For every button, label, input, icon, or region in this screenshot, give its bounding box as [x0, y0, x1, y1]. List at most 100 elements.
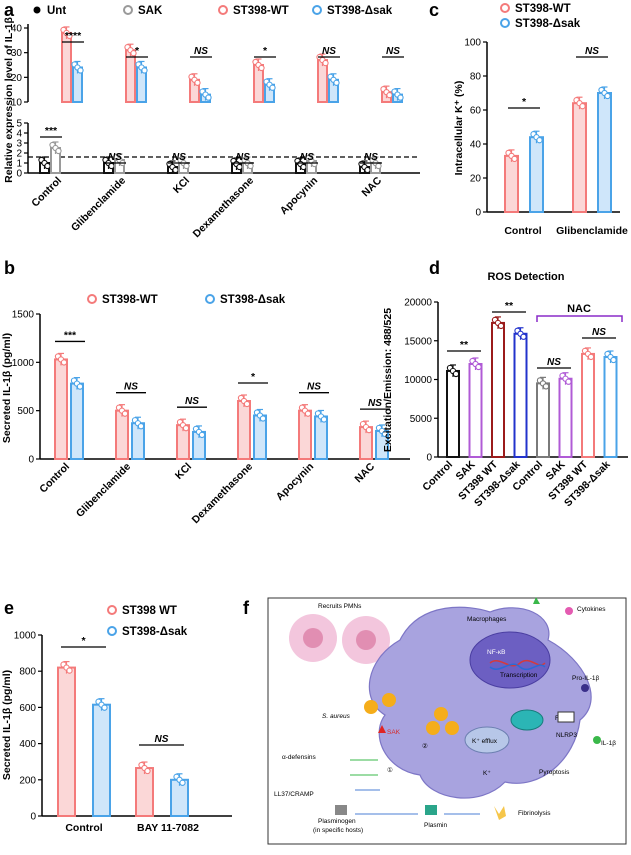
- panel-label-a: a: [4, 0, 15, 20]
- panel-c-category-label: Glibenclamide: [556, 225, 628, 237]
- panel-a-category-label: NAC: [360, 174, 385, 199]
- panel-b-bar-point: [259, 415, 267, 422]
- panel-a-y-axis-lower-tick-label: 1: [16, 159, 22, 170]
- panel-e-y-axis-tick-label: 600: [19, 703, 36, 714]
- fibrinolysis-icon: [494, 806, 506, 820]
- panel-label-e: e: [4, 598, 14, 618]
- panel-b-category-label: NAC: [353, 460, 378, 485]
- panel-b-bar-point: [60, 359, 68, 366]
- panel-e-legend-sak-text: ST398-Δsak: [122, 626, 188, 638]
- alpha-defensins-label: α-defensins: [282, 754, 316, 761]
- panel-b-bar-point: [76, 383, 84, 390]
- panel-a-category-label: Apocynin: [278, 175, 320, 217]
- bacterium-4: [426, 721, 440, 735]
- panel-label-d: d: [429, 258, 440, 278]
- panel-a-bar-point: [141, 67, 148, 74]
- panel-c-bar-point: [604, 92, 611, 100]
- panel-d-bar: [603, 356, 618, 458]
- panel-a-y-label: Relative expression level of IL-1β: [3, 17, 15, 183]
- panel-a-y-axis-upper-tick-label: 30: [11, 48, 23, 59]
- panel-a-y-axis-lower-tick-label: 5: [16, 119, 22, 130]
- il1b-dot: [593, 736, 601, 744]
- panel-d-bar-point: [520, 333, 527, 340]
- panel-b-category-label: KCl: [173, 461, 194, 482]
- panel-e-y-label: Secreted IL-1β (pg/ml): [1, 670, 13, 780]
- panel-c: 0 20 40 60 80 100 Intracellular K⁺ (%) * NS Contr…: [453, 3, 628, 237]
- ll37-label: LL37/CRAMP: [274, 791, 314, 798]
- panel-a-y-axis-upper-tick-label: 40: [11, 24, 23, 35]
- panel-c-y-axis-tick-label: 100: [464, 38, 481, 49]
- panel-a-category-label: Dexamethasone: [191, 175, 257, 241]
- plasmin-label: Plasmin: [424, 822, 448, 829]
- panel-b-significance-label: *: [251, 371, 256, 383]
- panel-d-significance-label: **: [460, 339, 469, 351]
- panel-b-bar-point: [381, 430, 389, 438]
- panel-c-legend-wt-text: ST398-WT: [515, 3, 571, 15]
- panel-b-y-axis-tick-label: 0: [28, 455, 34, 466]
- panel-c-bar-point: [511, 155, 518, 163]
- panel-b-category-label: Control: [37, 461, 72, 496]
- k-efflux-vesicle: [464, 726, 510, 754]
- panel-a-legend-text: SAK: [138, 5, 163, 17]
- plasminogen-icon: [335, 805, 347, 815]
- panel-b-significance-label: NS: [124, 382, 138, 393]
- panel-a-significance-lower-label: NS: [300, 152, 314, 163]
- panel-a-bar-point: [397, 94, 404, 101]
- panel-a-category-label: KCl: [171, 175, 192, 196]
- panel-c-bar-point: [536, 137, 543, 144]
- panel-b-legend-wt-text: ST398-WT: [102, 294, 158, 306]
- panel-c-legend-sak-marker: [500, 18, 510, 28]
- mitochondrion: [510, 709, 544, 731]
- panel-a-bar-point: [269, 84, 276, 91]
- panel-a-legend-marker: [218, 5, 228, 15]
- panel-d-y-axis-tick-label: 20000: [404, 298, 432, 309]
- panel-e-significance-label: *: [81, 635, 86, 647]
- panel-a-y-axis-lower-tick-label: 0: [16, 169, 22, 180]
- panel-b-bar-point: [320, 416, 328, 423]
- il1b-label: IL-1β: [601, 740, 616, 747]
- panel-d-category-label: Control: [420, 459, 455, 494]
- nucleus: [469, 631, 551, 689]
- panel-c-y-axis-tick-label: 40: [470, 140, 482, 151]
- panel-a-significance-lower-label: ***: [45, 125, 58, 137]
- panel-c-bar: [572, 102, 587, 213]
- panel-c-y-axis-tick-label: 0: [475, 208, 481, 219]
- panel-b-category-label: Glibenclamide: [74, 461, 133, 520]
- plasmin-icon: [425, 805, 437, 815]
- panel-b-bar-point: [365, 426, 373, 434]
- panel-a-category-label: Control: [29, 175, 64, 210]
- panel-d-significance-label: NS: [592, 327, 606, 338]
- panel-a-bar-point: [236, 163, 243, 171]
- panel-a-category-label: Glibenclamide: [69, 175, 128, 234]
- transcription-label: Transcription: [500, 672, 538, 679]
- panel-d: 0 5000 10000 15000 20000 Excitation/Emission:…: [382, 271, 628, 509]
- dna-strand-2: [489, 663, 546, 671]
- s-aureus-label: S. aureus: [322, 713, 351, 720]
- panel-b-significance-label: ***: [64, 329, 77, 341]
- panel-d-y-axis-tick-label: 0: [426, 453, 432, 464]
- panel-d-y-label: Excitation/Emission: 488/525: [382, 308, 394, 452]
- panel-a-bar-point: [108, 162, 115, 170]
- dna-strand: [489, 659, 546, 667]
- panel-e-y-axis-tick-label: 800: [19, 667, 36, 678]
- panel-a-bar-point: [300, 163, 307, 171]
- panel-e-category-label: Control: [65, 822, 102, 834]
- panel-c-category-label: Control: [504, 225, 541, 237]
- pmn-nucleus-1: [303, 628, 323, 648]
- panel-c-bar: [529, 136, 544, 213]
- hosts-label: (in specific hosts): [313, 827, 363, 834]
- panel-a-significance-lower-label: NS: [364, 152, 378, 163]
- pro-il1b-dot: [581, 684, 589, 692]
- panel-a-legend-text: ST398-WT: [233, 5, 289, 17]
- panel-a-significance-upper-label: NS: [386, 46, 400, 57]
- panel-c-significance-label: *: [522, 96, 527, 108]
- panel-c-y-axis-tick-label: 20: [470, 174, 482, 185]
- recruits-pmns-label: Recruits PMNs: [318, 603, 362, 610]
- step-1-label: ①: [387, 766, 393, 774]
- panel-e-bar-point: [101, 704, 108, 711]
- panel-a-bar-point: [55, 147, 62, 155]
- panel-b-bar-point: [137, 423, 145, 430]
- panel-b-legend-sak-marker: [205, 294, 215, 304]
- panel-a-significance-upper-label: NS: [194, 46, 208, 57]
